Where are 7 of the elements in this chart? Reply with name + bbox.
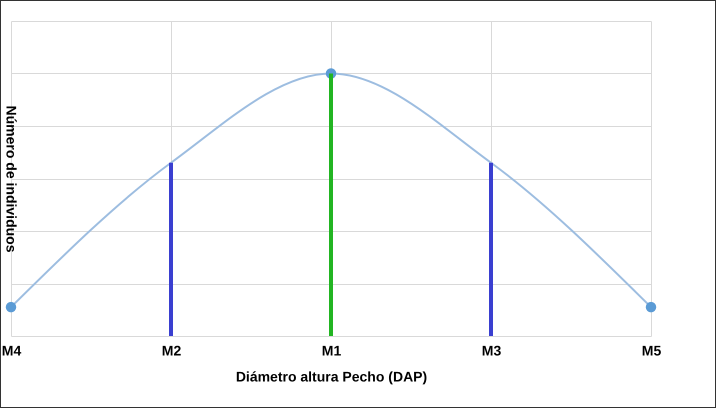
y-axis-title: Número de individuos bbox=[4, 105, 20, 253]
x-tick-label: M2 bbox=[162, 342, 182, 358]
x-tick-label: M1 bbox=[322, 342, 342, 358]
x-tick-label: M5 bbox=[642, 342, 662, 358]
x-tick-label: M3 bbox=[482, 342, 502, 358]
x-tick-label: M4 bbox=[2, 342, 22, 358]
x-axis-title: Diámetro altura Pecho (DAP) bbox=[236, 368, 428, 384]
